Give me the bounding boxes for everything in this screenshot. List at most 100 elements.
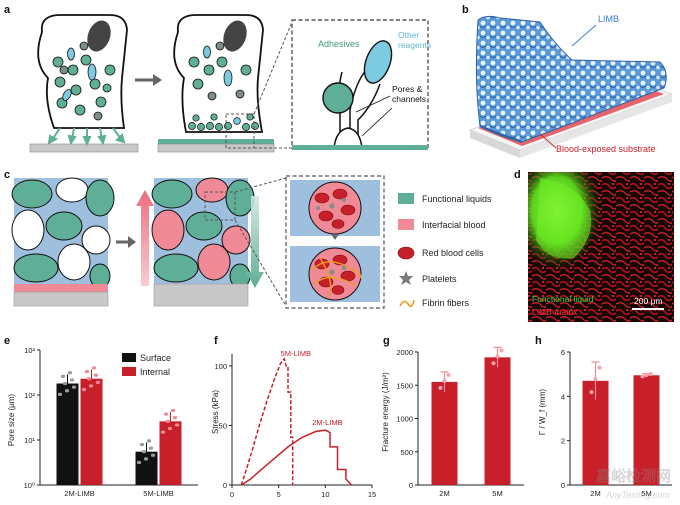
g-ytick-label: 1500	[396, 381, 413, 390]
zoom-box-a	[225, 113, 255, 149]
label-substrate: Blood-exposed substrate	[556, 144, 656, 154]
e-point	[61, 374, 66, 378]
h-xtick-label: 2M	[590, 489, 600, 498]
h-bar	[633, 375, 660, 485]
g-ylabel: Fracture energy (J/m²)	[381, 372, 390, 452]
panel-label-c: c	[4, 169, 10, 181]
f-series-line	[240, 357, 294, 486]
red-blood-cell-icon	[397, 246, 415, 260]
panel-label-f: f	[214, 335, 218, 347]
e-legend-swatch	[122, 367, 136, 376]
cell-before	[37, 14, 128, 129]
e-point	[142, 450, 147, 454]
h-point	[597, 365, 602, 370]
e-bar	[56, 383, 79, 485]
f-ylabel: Stress (kPa)	[211, 390, 220, 434]
e-point	[82, 387, 87, 392]
e-point	[168, 426, 173, 431]
g-point	[491, 361, 496, 366]
e-point	[85, 369, 90, 374]
g-ytick-label: 2000	[396, 348, 413, 357]
e-bar	[135, 451, 158, 485]
e-point	[96, 380, 101, 384]
g-point	[499, 348, 504, 353]
e-point	[173, 416, 178, 420]
legend-red-blood-cells: Red blood cells	[422, 248, 484, 258]
e-point	[161, 430, 166, 434]
e-bar	[80, 378, 103, 485]
f-xtick-label: 0	[230, 490, 234, 499]
h-point	[593, 376, 598, 381]
e-point	[166, 419, 171, 423]
e-point	[58, 392, 63, 396]
panel-label-d: d	[514, 169, 521, 181]
g-ytick-label: 0	[409, 481, 413, 490]
watermark-en: AnyTesting.com	[605, 490, 670, 500]
e-point	[164, 412, 169, 416]
panel-f: f Stress (kPa) 0 5 10 15 0 50 100 5M-LIMB 2M-LIM…	[211, 335, 376, 499]
h-point	[640, 374, 645, 379]
e-point	[140, 442, 145, 447]
panel-label-g: g	[383, 335, 390, 347]
arrow-right-c	[116, 236, 136, 248]
legend-swatch-interfacial-blood	[398, 219, 414, 230]
secretion-arrows	[47, 127, 126, 147]
h-point	[644, 373, 649, 378]
substrate-1	[29, 143, 139, 153]
h-ytick-label: 6	[561, 348, 565, 357]
e-ytick-label: 10²	[24, 391, 35, 400]
block-after	[151, 177, 255, 307]
label-pores-line1: Pores &	[392, 84, 423, 94]
f-xtick-label: 10	[321, 490, 329, 499]
f-ytick-label: 100	[214, 362, 227, 371]
e-xtick-label: 2M-LIMB	[64, 489, 94, 498]
e-legend-label: Internal	[140, 367, 170, 377]
g-point	[446, 372, 451, 377]
panel-a: a	[4, 4, 431, 153]
f-series-label: 2M-LIMB	[312, 418, 342, 427]
label-pores-channels: Pores & channels	[392, 84, 426, 104]
panel-g: g Fracture energy (J/m²) 0 500 1000 1500 200…	[381, 335, 524, 498]
down-arrow	[246, 196, 264, 288]
label-other-reagents: Other reagents	[398, 30, 431, 50]
scale-label: 200 μm	[634, 296, 663, 306]
fibrin-fiber-icon	[399, 299, 415, 308]
e-legend-swatch	[122, 353, 136, 362]
g-xtick-label: 5M	[492, 489, 502, 498]
e-ytick-label: 10⁰	[24, 481, 35, 490]
f-series-line	[240, 429, 353, 486]
label-limb: LIMB	[598, 14, 619, 24]
h-point	[589, 390, 594, 395]
panel-c: c	[4, 169, 492, 309]
g-point	[495, 354, 500, 359]
e-point	[68, 371, 73, 375]
legend-functional-liquids: Functional liquids	[422, 194, 492, 204]
panel-e: e Pore size (μm) 10⁰ 10¹ 10² 10³ 2M-LIMB 5M-L…	[4, 335, 198, 498]
f-xtick-label: 5	[277, 490, 281, 499]
legend-swatch-functional-liquids	[398, 193, 414, 204]
f-xtick-label: 15	[368, 490, 376, 499]
legend-platelets: Platelets	[422, 274, 457, 284]
e-point	[149, 446, 154, 450]
label-pores-line2: channels	[392, 94, 426, 104]
e-point	[144, 457, 149, 461]
label-limb-matrix: LIMB matrix	[532, 307, 578, 317]
e-point	[70, 378, 75, 382]
e-point	[63, 381, 68, 386]
label-functional-liquid: Functional liquid	[532, 294, 594, 304]
panel-label-h: h	[535, 335, 542, 347]
up-arrow	[136, 190, 154, 286]
e-point	[94, 373, 99, 377]
f-ytick-label: 50	[219, 421, 227, 430]
inset-c	[285, 175, 385, 309]
g-ytick-label: 1000	[396, 415, 413, 424]
h-ytick-label: 2	[561, 437, 565, 446]
e-point	[89, 384, 94, 388]
h-point	[648, 372, 653, 377]
e-point	[151, 453, 156, 457]
h-xtick-label: 5M	[641, 489, 651, 498]
label-other-reagents-line2: reagents	[398, 40, 431, 50]
h-ytick-label: 4	[561, 392, 565, 401]
panel-h: h Γ / W_f (mm) 0 2 4 6 2M 5M	[535, 335, 672, 498]
